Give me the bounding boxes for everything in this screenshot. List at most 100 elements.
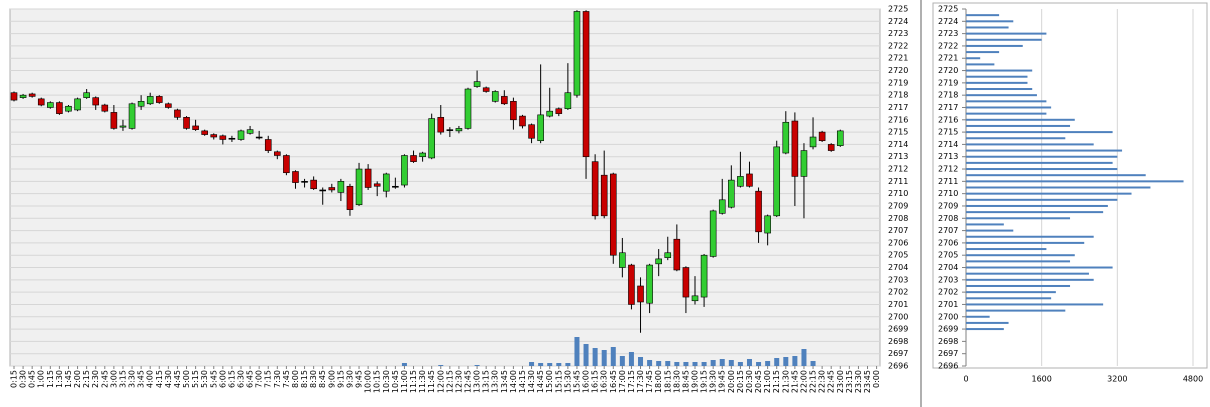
candle-body bbox=[537, 114, 544, 142]
x-tick-label: 8:00 bbox=[291, 370, 300, 388]
x-tick-label: 0:45 bbox=[28, 370, 37, 388]
y-tick-label: 2721 bbox=[888, 54, 908, 63]
x-tick-label: 9:45 bbox=[355, 370, 364, 388]
y-tick-label: 2717 bbox=[888, 103, 908, 112]
x-tick-label: 14:30 bbox=[527, 370, 536, 393]
x-tick-label: 1:45 bbox=[64, 370, 73, 388]
candle-body bbox=[827, 144, 835, 151]
profile-bar bbox=[966, 198, 1118, 201]
x-tick-label: 14:00 bbox=[509, 370, 518, 393]
profile-bar bbox=[966, 75, 1028, 78]
volume-bar bbox=[656, 361, 662, 366]
y-tick-label: 2719 bbox=[938, 78, 958, 87]
y-tick-label: 2707 bbox=[938, 226, 958, 235]
candle-body bbox=[501, 96, 508, 105]
candle-body bbox=[637, 285, 644, 303]
candle-body bbox=[274, 151, 281, 156]
y-tick-label: 2715 bbox=[938, 128, 958, 137]
volume-bar bbox=[619, 356, 625, 366]
candle-body bbox=[836, 130, 844, 146]
volume-bar bbox=[628, 352, 634, 366]
x-tick-label: 5:30 bbox=[200, 370, 209, 388]
candle-body bbox=[101, 104, 109, 112]
candle-body bbox=[728, 179, 735, 208]
profile-bar bbox=[966, 278, 1094, 281]
x-tick-label: 8:15 bbox=[300, 370, 309, 388]
candle-body bbox=[419, 152, 426, 158]
profile-bar bbox=[966, 321, 1009, 324]
y-tick-label: 2710 bbox=[938, 189, 958, 198]
x-tick-label: 20:45 bbox=[754, 370, 763, 393]
x-tick-label: 10:00 bbox=[364, 370, 373, 393]
x-tick-label: 15:15 bbox=[554, 370, 563, 393]
profile-bar bbox=[966, 63, 995, 66]
x-tick-label: 11:15 bbox=[409, 370, 418, 393]
candle-body bbox=[364, 168, 372, 188]
profile-bar bbox=[966, 38, 1042, 41]
profile-bar bbox=[966, 223, 1004, 226]
profile-bar bbox=[966, 180, 1184, 183]
y-tick-label: 2724 bbox=[888, 17, 908, 26]
x-tick-label: 0 bbox=[963, 375, 968, 384]
y-tick-label: 2700 bbox=[888, 312, 908, 321]
profile-bar bbox=[966, 149, 1123, 152]
volume-bar bbox=[565, 363, 571, 366]
y-tick-label: 2716 bbox=[888, 115, 908, 124]
x-tick-label: 14:15 bbox=[518, 370, 527, 393]
profile-bar bbox=[966, 69, 1033, 72]
volume-bar bbox=[801, 349, 807, 366]
volume-bar bbox=[765, 361, 771, 366]
candle-body bbox=[210, 134, 218, 138]
candle-body bbox=[773, 146, 781, 217]
candle-body bbox=[437, 117, 445, 133]
volume-bar bbox=[583, 344, 589, 366]
y-tick-label: 2713 bbox=[888, 152, 908, 161]
y-tick-label: 2705 bbox=[938, 251, 958, 260]
y-tick-label: 2712 bbox=[938, 165, 958, 174]
y-tick-label: 2704 bbox=[888, 263, 908, 272]
profile-bar bbox=[966, 100, 1047, 103]
profile-bar bbox=[966, 32, 1047, 35]
profile-bar bbox=[966, 248, 1047, 251]
candle-body bbox=[92, 97, 100, 106]
x-tick-label: 3200 bbox=[1107, 375, 1127, 384]
profile-bar bbox=[966, 14, 1000, 17]
x-tick-label: 20:15 bbox=[736, 370, 745, 393]
y-tick-label: 2702 bbox=[938, 288, 958, 297]
x-tick-label: 0:00 bbox=[872, 370, 881, 388]
x-tick-label: 21:30 bbox=[781, 370, 790, 393]
x-tick-label: 2:15 bbox=[82, 370, 91, 388]
x-tick-label: 8:30 bbox=[309, 370, 318, 388]
candle-body bbox=[482, 87, 490, 92]
candle-body bbox=[137, 101, 145, 107]
candle-body bbox=[192, 125, 199, 130]
y-tick-label: 2725 bbox=[938, 5, 958, 14]
x-tick-label: 3:30 bbox=[128, 370, 137, 388]
x-tick-label: 18:30 bbox=[672, 370, 681, 393]
x-tick-label: 3:00 bbox=[109, 370, 118, 388]
x-tick-label: 11:00 bbox=[400, 370, 409, 393]
candle-body bbox=[519, 115, 526, 127]
x-tick-label: 12:15 bbox=[445, 370, 454, 393]
volume-bar bbox=[401, 363, 407, 366]
x-tick-label: 17:15 bbox=[627, 370, 636, 393]
candle-body bbox=[491, 91, 499, 102]
candle-body bbox=[382, 173, 390, 192]
candle-body bbox=[128, 103, 136, 129]
candle-body bbox=[401, 155, 408, 186]
candle-body bbox=[373, 183, 381, 187]
profile-bar bbox=[966, 291, 1056, 294]
x-tick-label: 1600 bbox=[1031, 375, 1051, 384]
y-tick-label: 2714 bbox=[888, 140, 908, 149]
x-tick-label: 12:30 bbox=[454, 370, 463, 393]
profile-bar bbox=[966, 328, 1004, 331]
candle-body bbox=[428, 118, 435, 159]
volume-bar bbox=[774, 358, 780, 366]
volume-bar bbox=[692, 362, 698, 366]
x-tick-label: 16:00 bbox=[582, 370, 591, 393]
y-tick-label: 2716 bbox=[938, 115, 958, 124]
profile-bar bbox=[966, 174, 1146, 177]
volume-bar bbox=[710, 360, 716, 366]
x-tick-label: 2:45 bbox=[100, 370, 109, 388]
